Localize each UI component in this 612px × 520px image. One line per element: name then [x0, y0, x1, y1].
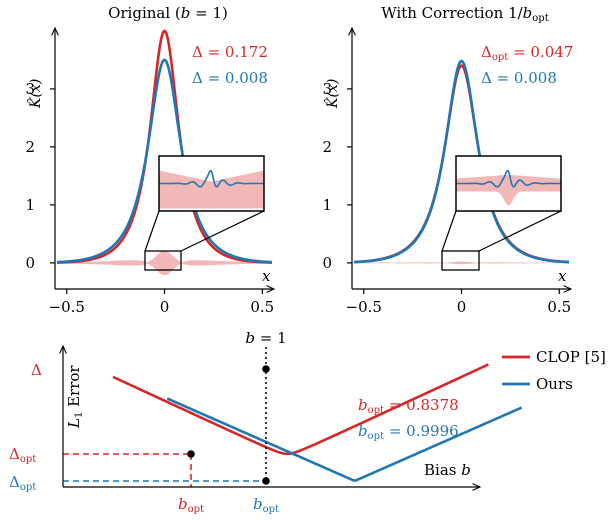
x-tick-label: 0: [457, 298, 467, 316]
y-tick-label: 1: [322, 196, 332, 214]
annotation-ours-delta: Δ = 0.008: [192, 69, 268, 87]
panel-title: Original (b = 1): [108, 4, 228, 22]
difference-fill: [56, 250, 273, 276]
inset-ours-curve: [159, 169, 264, 188]
x-axis-label: x: [558, 267, 567, 285]
inset-frame: [455, 155, 562, 212]
panel-bias-error: L1 Error Bias b Δ Δopt Δopt bopt bopt b …: [9, 329, 523, 515]
inset-frame: [158, 155, 265, 212]
x-tick-label: 0: [160, 298, 170, 316]
y-tick-label: 1: [25, 196, 35, 214]
annotation-ours-bopt: bopt = 0.9996: [358, 422, 459, 442]
clop-b1-point: [262, 365, 270, 373]
ours-error-curve: [166, 397, 523, 482]
annotation-clop-bopt: bopt = 0.8378: [358, 396, 459, 416]
y-axis-label: K̂(x): [323, 79, 341, 109]
x-tick-label: 0.5: [250, 298, 274, 316]
xtick-bopt-clop: bopt: [178, 495, 204, 515]
inset-difference-fill: [159, 170, 264, 209]
zoom-connector: [478, 210, 562, 252]
ytick-delta: Δ: [31, 361, 42, 379]
clop-error-curve: [112, 363, 489, 456]
ours-optimum-point: [262, 477, 270, 485]
zoom-source-box: [441, 250, 480, 271]
zoom-source-box: [144, 250, 182, 271]
inset-ours-curve: [456, 169, 561, 188]
annotation-clop-delta-opt: Δopt = 0.047: [481, 43, 573, 63]
panel-title: With Correction 1/bopt: [381, 4, 548, 24]
difference-fill: [353, 261, 570, 265]
legend-label-clop: CLOP [5]: [536, 348, 606, 366]
ytick-delta-opt-clop: Δopt: [9, 445, 36, 465]
legend-label-ours: Ours: [536, 375, 573, 393]
annotation-clop-delta: Δ = 0.172: [192, 43, 268, 61]
x-tick-label: 0.5: [547, 298, 571, 316]
x-axis-label: Bias b: [424, 461, 471, 479]
zoom-connector: [180, 210, 265, 252]
y-axis-label: K̂(x): [26, 79, 44, 109]
ytick-delta-opt-ours: Δopt: [9, 473, 36, 493]
ours-curve: [353, 59, 570, 264]
zoom-connector: [144, 210, 160, 252]
zoom-connector: [441, 210, 457, 252]
y-tick-label: 0: [25, 254, 35, 272]
reference-label: b = 1: [245, 329, 286, 347]
clop-curve: [56, 29, 273, 264]
y-tick-label: 2: [25, 138, 35, 156]
y-tick-label: 2: [322, 138, 332, 156]
y-tick-label: 3: [25, 80, 35, 98]
legend: CLOP [5] Ours: [502, 348, 606, 393]
panel-original: Original (b = 1) x K̂(x) −0.5 0 0.5 0 1 2 3 Δ …: [25, 4, 274, 316]
x-tick-label: −0.5: [346, 298, 382, 316]
x-tick-label: −0.5: [49, 298, 85, 316]
xtick-bopt-ours: bopt: [253, 495, 279, 515]
y-tick-label: 0: [322, 254, 332, 272]
panel-correction: With Correction 1/bopt x K̂(x) −0.5 0 0.5 0…: [322, 4, 573, 316]
x-axis-label: x: [262, 267, 271, 285]
annotation-ours-delta: Δ = 0.008: [481, 69, 557, 87]
y-axis-label: L1 Error: [65, 365, 85, 429]
y-tick-label: 3: [322, 80, 332, 98]
clop-optimum-point: [187, 450, 195, 458]
ours-curve: [56, 58, 273, 264]
